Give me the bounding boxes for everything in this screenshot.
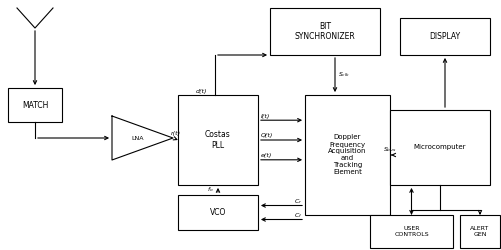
- Text: DISPLAY: DISPLAY: [428, 32, 459, 41]
- Text: d(t): d(t): [195, 88, 206, 94]
- Bar: [399, 18, 489, 55]
- Text: LNA: LNA: [131, 136, 143, 140]
- Text: Doppler
Frequency
Acquisition
and
Tracking
Element: Doppler Frequency Acquisition and Tracki…: [328, 134, 366, 175]
- Text: $C_f$: $C_f$: [293, 211, 302, 220]
- Text: r(t): r(t): [170, 130, 180, 136]
- Text: $S_{bus}$: $S_{bus}$: [382, 146, 396, 154]
- Text: VCO: VCO: [209, 208, 226, 217]
- Bar: [305, 95, 389, 215]
- Text: $C_r$: $C_r$: [293, 197, 302, 206]
- Text: I(t): I(t): [261, 114, 270, 119]
- Text: ALERT
GEN: ALERT GEN: [469, 226, 488, 237]
- Text: USER
CONTROLS: USER CONTROLS: [393, 226, 428, 237]
- Bar: [178, 95, 258, 185]
- Text: e(t): e(t): [261, 153, 272, 158]
- Text: Costas
PLL: Costas PLL: [205, 130, 230, 150]
- Bar: [8, 88, 62, 122]
- Text: $f_o$: $f_o$: [207, 186, 213, 194]
- Bar: [369, 215, 452, 248]
- Text: MATCH: MATCH: [22, 100, 48, 110]
- Text: $S_{clk}$: $S_{clk}$: [337, 70, 350, 80]
- Bar: [178, 195, 258, 230]
- Text: BIT
SYNCHRONIZER: BIT SYNCHRONIZER: [294, 22, 355, 41]
- Bar: [459, 215, 499, 248]
- Bar: [270, 8, 379, 55]
- Bar: [389, 110, 489, 185]
- Text: Q(t): Q(t): [261, 134, 273, 138]
- Text: Microcomputer: Microcomputer: [413, 144, 465, 150]
